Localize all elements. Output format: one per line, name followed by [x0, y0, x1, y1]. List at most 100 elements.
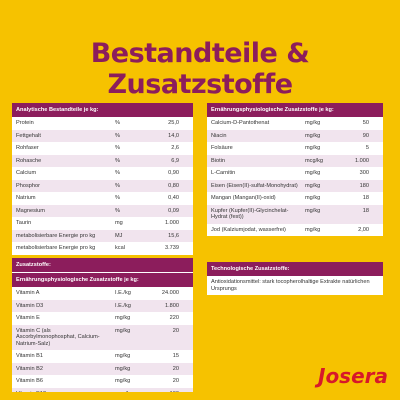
table-row: Vitamin C (als Ascorbylmonophosphat, Cal…: [12, 324, 193, 350]
amount: 15,6: [168, 232, 179, 239]
unit: mg/kg: [305, 120, 321, 126]
table-row: Natrium% 0,40: [12, 192, 193, 205]
amount: 0,80: [168, 182, 179, 189]
table-subheader: Ernährungsphysiologische Zusatzstoffe je…: [12, 272, 193, 287]
amount: 2,6: [171, 145, 179, 151]
table-row: Vitamin B6 mg/kg 20: [12, 375, 193, 388]
nutrient-name: Magnesium: [16, 207, 45, 214]
unit: mg/kg: [115, 353, 131, 359]
unit: mg/kg: [115, 327, 131, 334]
nutrient-name: metabolisierbare Energie pro kg: [16, 232, 96, 239]
nutrient-name: Protein: [16, 120, 34, 126]
amount: 300: [359, 170, 369, 176]
unit: %: [115, 145, 120, 151]
nutrient-name: Calcium-D-Pantothenat: [211, 120, 270, 126]
right-additives-table: Ernährungsphysiologische Zusatzstoffe je…: [207, 103, 383, 236]
table-row: metabolisierbare Energie pro kg kcal 3.739: [12, 242, 193, 255]
nutrient-name: Rohfaser: [16, 145, 39, 151]
amount: 18: [362, 195, 369, 201]
table-row: Biotin mcg/kg 1.000: [207, 154, 383, 167]
table-header: Analytische Bestandteile je kg:: [12, 103, 193, 117]
amount: 1.000: [355, 157, 369, 164]
nutrient-name: Jod (Kalziumjodat, wasserfrei): [211, 226, 286, 233]
table-row: Protein% 25,0: [12, 117, 193, 130]
title: Bestandteile & Zusatzstoffe: [90, 38, 310, 100]
amount: 20: [172, 378, 179, 384]
nutrient-name: Vitamin A: [16, 290, 40, 296]
amount: 2,00: [358, 226, 369, 233]
nutrient-name: Eisen (Eisen(II)-sulfat-Monohydrat): [211, 182, 298, 189]
amount: 180: [359, 182, 369, 189]
analytic-table: Analytische Bestandteile je kg: Protein% 2…: [12, 103, 193, 255]
amount: 100: [145, 391, 189, 393]
nutrient-name: Vitamin C (als Ascorbylmonophosphat, Cal…: [16, 327, 100, 347]
unit: %: [115, 157, 120, 164]
technological-table: Technologische Zusatzstoffe: Antioxidati…: [207, 262, 383, 295]
amount: 25,0: [168, 120, 179, 126]
logo: Josera: [318, 364, 389, 388]
amount: 18: [362, 207, 369, 214]
amount: 0,90: [168, 170, 179, 176]
amount: 20: [172, 365, 179, 372]
table-row: Vitamin B2 mg/kg 20: [12, 362, 193, 375]
table-row: Eisen (Eisen(II)-sulfat-Monohydrat) mg/kg…: [207, 179, 383, 192]
nutrient-name: Calcium: [16, 170, 37, 176]
amount: 1.800: [165, 302, 179, 309]
table-row: Kupfer (Kupfer(II)-Glycinchelat-Hydrat (…: [207, 204, 383, 224]
amount: 50: [362, 120, 369, 126]
table-row: Vitamin B12mcg/kg100: [12, 387, 193, 393]
amount: 3.739: [165, 245, 179, 251]
nutrient-name: Niacin: [211, 132, 227, 139]
amount: 90: [362, 132, 369, 139]
amount: 0,40: [168, 195, 179, 201]
unit: mg/kg: [305, 132, 321, 139]
nutrient-name: Vitamin B12: [16, 391, 115, 393]
unit: I.E./kg: [115, 290, 131, 296]
unit: mg: [115, 220, 123, 226]
amount: 5: [365, 145, 369, 151]
nutrient-name: Phosphor: [16, 182, 40, 189]
table-row: Vitamin D3 I.E./kg 1.800: [12, 299, 193, 312]
table-row: Jod (Kalziumjodat, wasserfrei) mg/kg 2,00: [207, 224, 383, 237]
unit: mg/kg: [305, 207, 321, 214]
unit: %: [115, 195, 120, 201]
table-row: metabolisierbare Energie pro kg MJ 15,6: [12, 229, 193, 242]
unit: mg/kg: [305, 195, 321, 201]
nutrient-name: Vitamin E: [16, 315, 40, 321]
additives-table: Zusatzstoffe: Ernährungsphysiologische Zu…: [12, 258, 193, 392]
table-row: Calcium% 0,90: [12, 167, 193, 180]
table-row: Vitamin E mg/kg 220: [12, 312, 193, 325]
amount: 1.000: [165, 220, 179, 226]
amount: 15: [172, 353, 179, 359]
nutrient-name: Fettgehalt: [16, 132, 41, 139]
unit: mg/kg: [305, 170, 321, 176]
nutrient-name: Vitamin B2: [16, 365, 43, 372]
table-header: Ernährungsphysiologische Zusatzstoffe je…: [207, 103, 383, 117]
nutrient-name: Mangan (Mangan(II)-oxid): [211, 195, 276, 201]
table-header: Zusatzstoffe:: [12, 258, 193, 272]
unit: mg/kg: [305, 182, 321, 189]
nutrient-name: Vitamin D3: [16, 302, 44, 309]
unit: mg/kg: [115, 315, 131, 321]
nutrient-name: Kupfer (Kupfer(II)-Glycinchelat-Hydrat (…: [211, 207, 289, 221]
table-row: L-Carnitin mg/kg 300: [207, 167, 383, 180]
table-header: Technologische Zusatzstoffe:: [207, 262, 383, 276]
nutrient-name: L-Carnitin: [211, 170, 236, 176]
table-row: Magnesium% 0,09: [12, 204, 193, 217]
unit: MJ: [115, 232, 123, 239]
amount: 0,09: [168, 207, 179, 214]
nutrient-name: Folsäure: [211, 145, 233, 151]
table-row: Vitamin A I.E./kg 24.000: [12, 287, 193, 300]
unit: mcg/kg: [305, 157, 324, 164]
nutrient-name: metabolisierbare Energie pro kg: [16, 245, 96, 251]
table-row: Taurin mg 1.000: [12, 217, 193, 230]
table-row: Rohasche% 6,9: [12, 154, 193, 167]
nutrient-name: Rohasche: [16, 157, 42, 164]
nutrient-name: Taurin: [16, 220, 32, 226]
table-row: Calcium-D-Pantothenat mg/kg 50: [207, 117, 383, 130]
unit: mcg/kg: [115, 391, 145, 393]
table-row: Fettgehalt% 14,0: [12, 129, 193, 142]
nutrient-name: Vitamin B1: [16, 353, 43, 359]
unit: %: [115, 120, 120, 126]
